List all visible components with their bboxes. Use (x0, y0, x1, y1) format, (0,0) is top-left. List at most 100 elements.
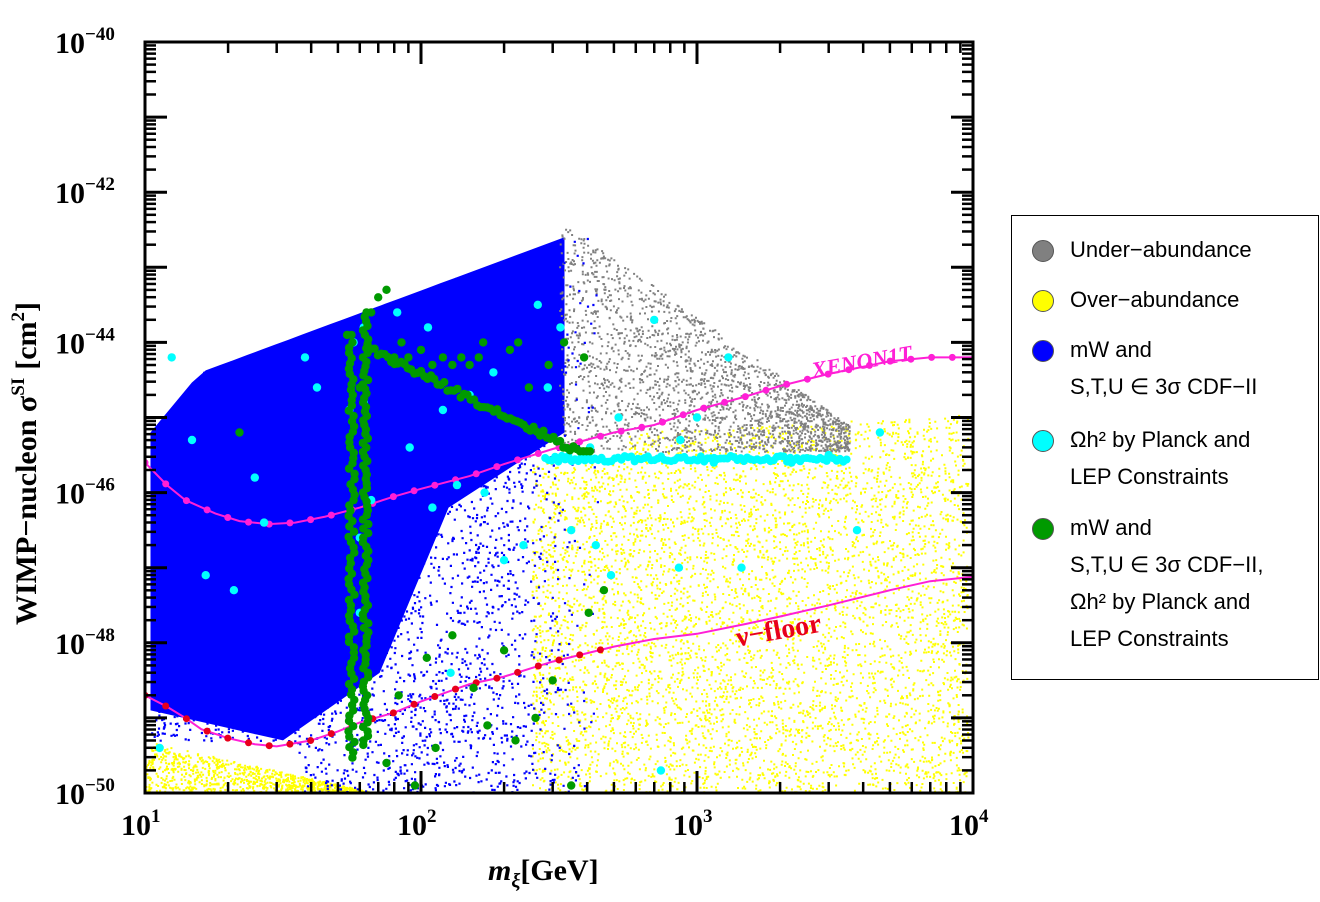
data-point (448, 360, 457, 370)
data-point (431, 743, 440, 753)
data-point (556, 323, 565, 332)
data-point (167, 353, 176, 362)
legend: Under−abundance Over−abundance mW and S,T,U… (1011, 215, 1319, 680)
curve-marker (327, 730, 335, 738)
data-point (423, 323, 433, 332)
data-point (650, 315, 659, 325)
data-point (374, 293, 383, 302)
curve-marker (596, 432, 604, 440)
legend-line: S,T,U ∈ 3σ CDF−II (1070, 374, 1258, 399)
data-point (875, 428, 885, 437)
curve-marker (576, 438, 584, 446)
legend-marker-icon (1032, 240, 1054, 262)
data-point (852, 526, 862, 535)
legend-label: mW and S,T,U ∈ 3σ CDF−II, Ωh² by Planck an… (1070, 509, 1264, 657)
legend-label: Under−abundance (1070, 231, 1252, 268)
curve-marker (203, 727, 211, 735)
legend-line: Ωh² by Planck and (1070, 589, 1251, 614)
legend-marker-icon (1032, 340, 1054, 362)
y-tick-label: 10−40 (55, 24, 115, 60)
legend-item: Over−abundance (1032, 287, 1239, 318)
data-point (187, 435, 197, 445)
y-axis-label: WIMP−nucleon σSI[cm2] (8, 302, 43, 625)
curve-marker (327, 511, 335, 519)
data-point (440, 378, 449, 387)
data-point (499, 556, 509, 565)
data-point (479, 338, 488, 347)
axis-ticks: 101 102 103 104 10−50 10−48 10−46 10−44 10−42 10−… (55, 24, 989, 842)
constraint-points (155, 285, 885, 790)
curve-marker (617, 427, 625, 435)
curve-marker (410, 487, 418, 495)
data-point (533, 300, 542, 309)
data-point (519, 541, 528, 550)
data-point (614, 413, 623, 422)
curve-marker (638, 423, 646, 431)
data-point (350, 627, 359, 636)
curve-marker (493, 674, 501, 682)
legend-line: Under−abundance (1070, 237, 1252, 262)
data-point (350, 590, 359, 599)
curve-marker (286, 740, 294, 748)
legend-marker-icon (1032, 290, 1054, 312)
data-point (394, 691, 403, 700)
data-point (416, 345, 426, 355)
curve-marker (389, 493, 397, 501)
curve-marker (224, 514, 232, 521)
legend-marker-icon (1032, 430, 1054, 452)
data-point (405, 443, 414, 452)
legend-item: Under−abundance (1032, 237, 1252, 268)
data-point (393, 308, 402, 317)
data-point (469, 683, 478, 693)
curve-marker (493, 463, 501, 471)
data-point (349, 527, 359, 536)
data-point (591, 541, 600, 550)
data-point (584, 608, 593, 617)
curve-marker (182, 497, 190, 505)
y-tick-label: 10−50 (55, 775, 115, 811)
blue-points (150, 237, 599, 793)
legend-item: mW and S,T,U ∈ 3σ CDF−II, Ωh² by Planck an… (1032, 515, 1264, 657)
data-point (348, 753, 357, 762)
data-point (452, 480, 462, 490)
data-point (483, 721, 492, 730)
curve-marker (203, 506, 211, 514)
data-point (404, 353, 413, 362)
data-point (579, 353, 589, 362)
data-point (370, 344, 379, 353)
blue-region-fill (150, 237, 565, 741)
yellow-points (145, 414, 970, 793)
data-point (489, 368, 498, 377)
curve-marker (162, 480, 170, 488)
data-point (382, 285, 391, 294)
data-point (235, 428, 244, 437)
data-point (349, 674, 359, 683)
y-tick-label: 10−48 (55, 625, 115, 661)
curve-marker (886, 357, 894, 365)
curve-marker (431, 481, 439, 489)
data-point (842, 455, 851, 464)
data-point (539, 426, 548, 435)
curve-marker (576, 651, 584, 659)
curve-marker (721, 398, 729, 406)
data-point (511, 736, 520, 745)
legend-line: S,T,U ∈ 3σ CDF−II, (1070, 552, 1264, 577)
data-point (453, 384, 462, 394)
legend-line: Ωh² by Planck and (1070, 427, 1251, 452)
data-point (676, 435, 685, 445)
y-tick-label: 10−46 (55, 475, 115, 511)
data-point (559, 338, 569, 347)
curve-line-1 (145, 575, 973, 748)
data-point (382, 758, 391, 768)
data-point (428, 503, 437, 512)
data-point (448, 631, 457, 640)
curve-marker (534, 450, 542, 457)
x-axis-label: mξ[GeV] (488, 854, 599, 892)
curve-marker (472, 470, 480, 478)
data-point (474, 353, 483, 362)
curve-marker (948, 353, 956, 361)
data-point (345, 732, 354, 741)
data-point (347, 330, 356, 340)
data-point (410, 781, 420, 790)
x-tick-label: 101 (121, 806, 161, 842)
